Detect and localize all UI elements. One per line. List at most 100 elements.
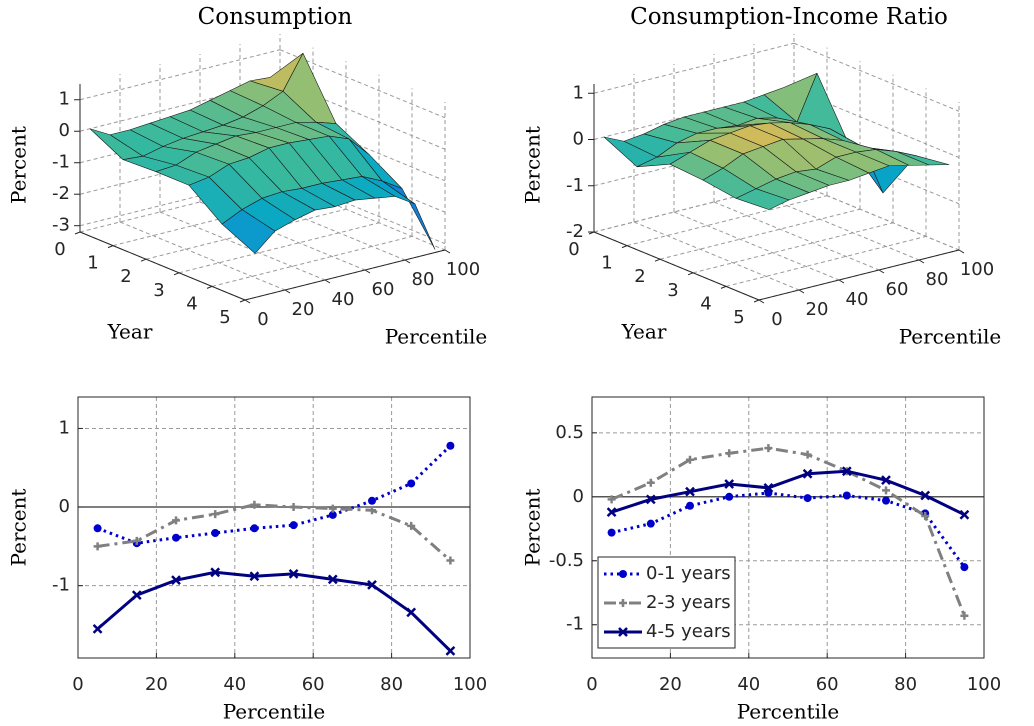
x-axis-label: Percentile [223,700,326,724]
marker [842,491,851,500]
marker [211,529,220,538]
tick-mark [621,245,628,249]
x-tick-label: 40 [846,289,869,310]
tick-mark [798,289,805,294]
marker [921,511,930,520]
y-tick-label: 4 [186,293,197,314]
marker [327,574,338,585]
y-tick-label: 1 [601,253,612,274]
grid-line [279,49,446,119]
marker [803,494,812,503]
x-tick-label: 0 [771,309,782,330]
y-axis-label: Year [107,320,153,344]
marker [171,575,181,586]
y-axis-label: Percent [521,489,545,567]
marker [803,450,812,459]
marker [328,510,337,519]
legend-label: 0-1 years [646,563,731,584]
marker [210,567,221,578]
grid-line [725,235,927,287]
series-line [97,444,452,545]
grid-line [793,181,960,251]
x-tick-label: 40 [223,674,246,695]
marker [646,519,655,528]
x-tick-label: 80 [412,269,435,290]
tick-mark [720,285,727,289]
x-tick-label: 0 [586,674,597,695]
y-tick-label: 5 [733,307,744,328]
y-tick-label: 0.5 [555,422,584,443]
x-tick-label: 100 [960,259,994,280]
marker [172,533,180,542]
tick-mark [244,299,251,304]
tick-mark [404,259,411,264]
x-tick-label: 60 [302,674,325,695]
z-axis-label: Percent [521,126,545,204]
marker [368,506,376,515]
x-tick-label: 40 [737,674,760,695]
marker [172,516,180,525]
z-tick-label: 0 [59,120,70,141]
series-line [96,570,452,652]
z-tick-label: -1 [52,152,70,173]
marker [764,444,773,453]
marker [686,501,694,510]
z-tick-label: 0 [573,129,584,150]
legend: 0-1 years 2-3 years 4-5 years [597,556,736,649]
grid-line [178,222,380,274]
y-tick-label: 5 [219,307,230,328]
marker [367,580,377,590]
marker [368,496,376,505]
marker [619,599,627,607]
y-tick-label: 0 [54,239,65,260]
y-tick-label: 1 [87,253,98,274]
y-tick-label: 1 [59,417,70,438]
tick-mark [687,272,694,276]
y-tick-label: 0 [59,496,70,517]
y-tick-label: 2 [120,266,131,287]
axes-box [591,396,985,659]
y-tick-label: 4 [700,293,711,314]
surface-face [735,188,790,210]
marker [606,507,617,518]
marker [93,524,102,533]
marker [289,521,298,530]
marker [407,479,416,488]
legend-label: 4-5 years [646,621,731,642]
marker [289,503,298,512]
marker [93,542,102,551]
x-tick-label: 20 [659,674,682,695]
tick-mark [239,299,246,303]
series-line [611,469,966,517]
tick-mark [758,299,765,304]
axes-box [77,396,471,659]
marker [686,455,694,464]
x-axis-label: Percentile [899,325,1002,349]
marker [882,486,890,495]
marker [250,500,259,509]
grid-line [119,221,286,291]
grid-line [79,49,281,101]
grid-line [159,211,326,281]
marker [725,492,734,501]
y-tick-label: 0 [573,486,584,507]
grid-line [593,42,795,94]
marker [618,627,628,637]
y-tick-label: 2 [634,266,645,287]
surface-face [221,209,276,254]
x-tick-label: 80 [926,269,949,290]
grid-line [793,181,960,251]
marker [328,504,337,513]
grid-line [673,211,840,281]
x-tick-label: 80 [380,674,403,695]
x-tick-label: 100 [446,259,480,280]
y-tick-label: -0.5 [549,550,584,571]
tick-mark [654,258,661,262]
legend-label: 2-3 years [646,592,731,613]
marker [132,536,141,545]
x-tick-label: 100 [967,674,1001,695]
x-axis-label: Percentile [737,700,840,724]
z-tick-label: -1 [566,175,584,196]
x-tick-label: 0 [72,674,83,695]
grid-line [633,221,800,291]
